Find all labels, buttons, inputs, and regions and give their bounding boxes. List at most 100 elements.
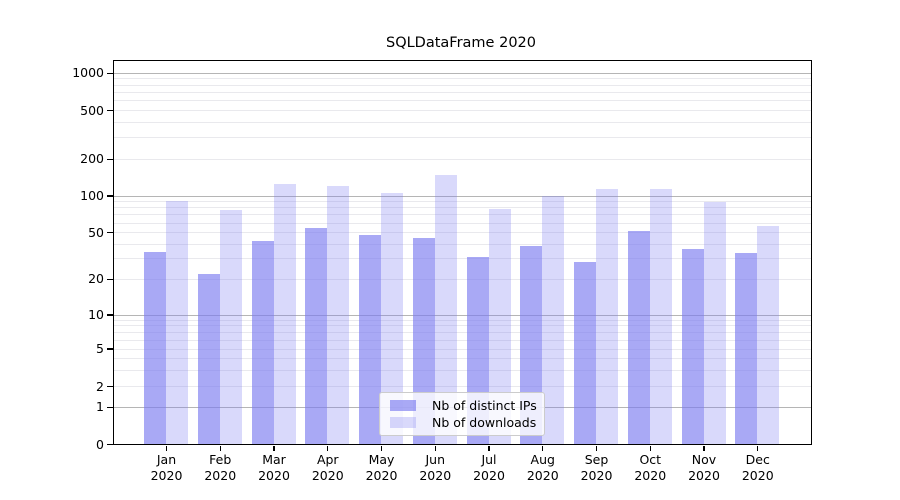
- bar-nb-of-distinct-ips-jan: [144, 251, 166, 444]
- bar-nb-of-downloads-nov: [703, 201, 726, 444]
- bar-nb-of-distinct-ips-sep: [574, 261, 596, 444]
- y-tick-label-5: 5: [96, 341, 104, 356]
- y-tick-label-1000: 1000: [72, 65, 104, 81]
- y-tick-label-10: 10: [88, 307, 104, 322]
- x-tick-mark: [219, 446, 221, 451]
- legend-swatch-downloads: [390, 417, 416, 429]
- y-tick-mark: [106, 232, 113, 234]
- bar-nb-of-distinct-ips-dec: [735, 253, 758, 444]
- bar-nb-of-downloads-may: [381, 192, 403, 444]
- x-tick-mark: [542, 446, 544, 451]
- gridline-100: [113, 195, 811, 197]
- x-tick-mark: [595, 446, 598, 451]
- y-tick-label-0: 0: [96, 436, 104, 452]
- x-tick-mark: [327, 446, 329, 451]
- legend: Nb of distinct IPs Nb of downloads: [379, 392, 545, 436]
- bar-nb-of-downloads-oct: [649, 188, 672, 444]
- bar-nb-of-distinct-ips-apr: [305, 228, 328, 444]
- x-tick-label-nov: Nov 2020: [688, 452, 720, 483]
- x-tick-mark: [165, 446, 168, 451]
- gridlines-layer: [113, 61, 811, 445]
- y-tick-label-20: 20: [88, 271, 104, 287]
- gridline-6: [113, 339, 811, 341]
- bars-layer: [114, 61, 811, 444]
- y-tick-label-2: 2: [96, 378, 104, 394]
- gridline-900: [113, 78, 811, 80]
- y-tick-mark: [106, 278, 113, 280]
- x-tick-label-jan: Jan 2020: [150, 452, 183, 483]
- bar-nb-of-distinct-ips-oct: [627, 231, 650, 444]
- x-tick-label-jun: Jun 2020: [419, 452, 452, 483]
- x-tick-mark: [703, 446, 705, 451]
- y-tick-mark: [106, 348, 113, 350]
- y-tick-mark: [106, 195, 113, 197]
- y-tick-label-1: 1: [96, 399, 104, 415]
- gridline-9: [113, 319, 811, 321]
- y-tick-label-50: 50: [88, 224, 104, 240]
- y-tick-mark: [106, 72, 113, 74]
- bar-nb-of-downloads-dec: [757, 226, 780, 444]
- plot-area: [112, 59, 812, 445]
- x-tick-label-aug: Aug 2020: [526, 452, 559, 483]
- legend-label-downloads: Nb of downloads: [432, 415, 537, 431]
- x-tick-mark: [649, 446, 651, 451]
- gridline-8: [113, 325, 811, 327]
- gridline-70: [113, 214, 811, 216]
- bar-nb-of-distinct-ips-nov: [681, 248, 704, 444]
- x-tick-mark: [434, 446, 436, 451]
- y-tick-mark: [106, 443, 113, 446]
- bar-nb-of-downloads-jul: [488, 209, 511, 444]
- x-tick-label-sep: Sep 2020: [580, 452, 613, 483]
- x-tick-mark: [380, 446, 383, 451]
- legend-entry-distinct-ips: Nb of distinct IPs: [390, 398, 540, 413]
- y-tick-label-200: 200: [80, 151, 104, 167]
- x-tick-mark: [488, 446, 490, 451]
- gridline-300: [113, 137, 811, 139]
- gridline-80: [113, 207, 811, 209]
- bar-nb-of-downloads-aug: [542, 195, 565, 444]
- gridline-5: [113, 348, 811, 350]
- x-tick-label-feb: Feb 2020: [204, 452, 237, 483]
- gridline-3: [113, 369, 811, 371]
- gridline-600: [113, 100, 811, 102]
- bar-nb-of-downloads-jan: [166, 201, 188, 444]
- gridline-20: [113, 278, 811, 280]
- gridline-60: [113, 222, 811, 224]
- gridline-1000: [113, 72, 811, 74]
- chart-title: SQLDataFrame 2020: [385, 35, 536, 51]
- gridline-7: [113, 331, 811, 333]
- gridline-10: [113, 314, 811, 316]
- gridline-50: [113, 232, 811, 234]
- legend-swatch-distinct-ips: [390, 399, 416, 411]
- y-tick-mark: [106, 158, 113, 160]
- bar-nb-of-distinct-ips-may: [359, 235, 381, 444]
- gridline-2: [113, 386, 811, 388]
- bar-nb-of-downloads-apr: [327, 186, 350, 444]
- gridline-4: [113, 357, 811, 359]
- legend-label-distinct-ips: Nb of distinct IPs: [432, 397, 537, 413]
- y-tick-label-100: 100: [80, 188, 104, 203]
- gridline-90: [113, 201, 811, 203]
- bar-nb-of-downloads-jun: [434, 175, 457, 444]
- bar-nb-of-downloads-mar: [273, 184, 296, 444]
- gridline-700: [113, 92, 811, 94]
- gridline-400: [113, 122, 811, 124]
- x-tick-label-dec: Dec 2020: [741, 452, 774, 483]
- y-tick-mark: [106, 110, 113, 112]
- bar-nb-of-downloads-sep: [596, 189, 618, 444]
- gridline-30: [113, 258, 811, 260]
- gridline-800: [113, 84, 811, 86]
- y-tick-mark: [106, 314, 113, 316]
- bar-nb-of-distinct-ips-mar: [251, 241, 274, 444]
- x-tick-label-oct: Oct 2020: [634, 452, 667, 483]
- y-tick-mark: [106, 386, 113, 388]
- bar-nb-of-downloads-feb: [219, 210, 242, 444]
- gridline-200: [113, 158, 811, 160]
- x-tick-mark: [757, 446, 759, 451]
- gridline-500: [113, 110, 811, 112]
- legend-entry-downloads: Nb of downloads: [390, 415, 540, 430]
- x-tick-mark: [273, 446, 275, 451]
- gridline-40: [113, 243, 811, 245]
- x-tick-label-jul: Jul 2020: [473, 452, 505, 483]
